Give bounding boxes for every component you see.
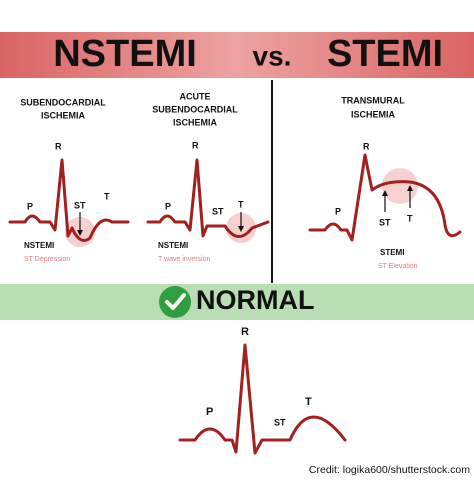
label: ST	[379, 217, 391, 227]
label: P	[206, 406, 213, 418]
arrow-head	[407, 185, 413, 191]
label: R	[192, 140, 199, 150]
heading: ACUTE	[180, 91, 211, 101]
label: ST	[212, 206, 224, 216]
heading: ISCHEMIA	[173, 117, 218, 127]
caption: ST Depression	[24, 256, 70, 263]
label: ST	[274, 417, 286, 427]
header-middle: vs.	[253, 40, 292, 71]
heading: ISCHEMIA	[41, 110, 86, 120]
ecg-wave	[178, 343, 347, 455]
label: R	[363, 141, 370, 151]
highlight	[382, 168, 418, 204]
label: T	[407, 213, 413, 223]
panel-name: NSTEMI	[158, 241, 188, 250]
arrow-head	[382, 190, 388, 196]
label: P	[165, 201, 171, 211]
heading: SUBENDOCARDIAL	[152, 104, 238, 114]
label: R	[55, 141, 62, 151]
ecg-wave	[146, 158, 270, 238]
label: T	[104, 191, 110, 201]
label: P	[27, 201, 33, 211]
panel-name: NSTEMI	[24, 241, 54, 250]
ecg-wave	[8, 158, 130, 242]
caption: T wave inversion	[158, 256, 211, 263]
check-icon	[159, 286, 191, 318]
panel-name: STEMI	[380, 248, 404, 257]
ecg-wave	[308, 153, 462, 242]
heading: TRANSMURAL	[341, 95, 405, 105]
caption: ST Elevation	[378, 263, 418, 270]
header-left: NSTEMI	[53, 33, 197, 75]
header-band	[0, 32, 474, 78]
heading: ISCHEMIA	[351, 109, 396, 119]
header-right: STEMI	[327, 33, 443, 75]
label: T	[238, 199, 244, 209]
arrow-head	[238, 226, 244, 232]
normal-title: NORMAL	[196, 285, 314, 315]
credit: Credit: logika600/shutterstock.com	[309, 464, 470, 476]
label: T	[305, 396, 312, 408]
label: P	[335, 206, 341, 216]
arrow-head	[77, 230, 83, 236]
label: ST	[74, 200, 86, 210]
normal-band	[0, 284, 474, 320]
check-mark	[165, 293, 186, 310]
label: R	[241, 326, 249, 338]
heading: SUBENDOCARDIAL	[20, 97, 106, 107]
